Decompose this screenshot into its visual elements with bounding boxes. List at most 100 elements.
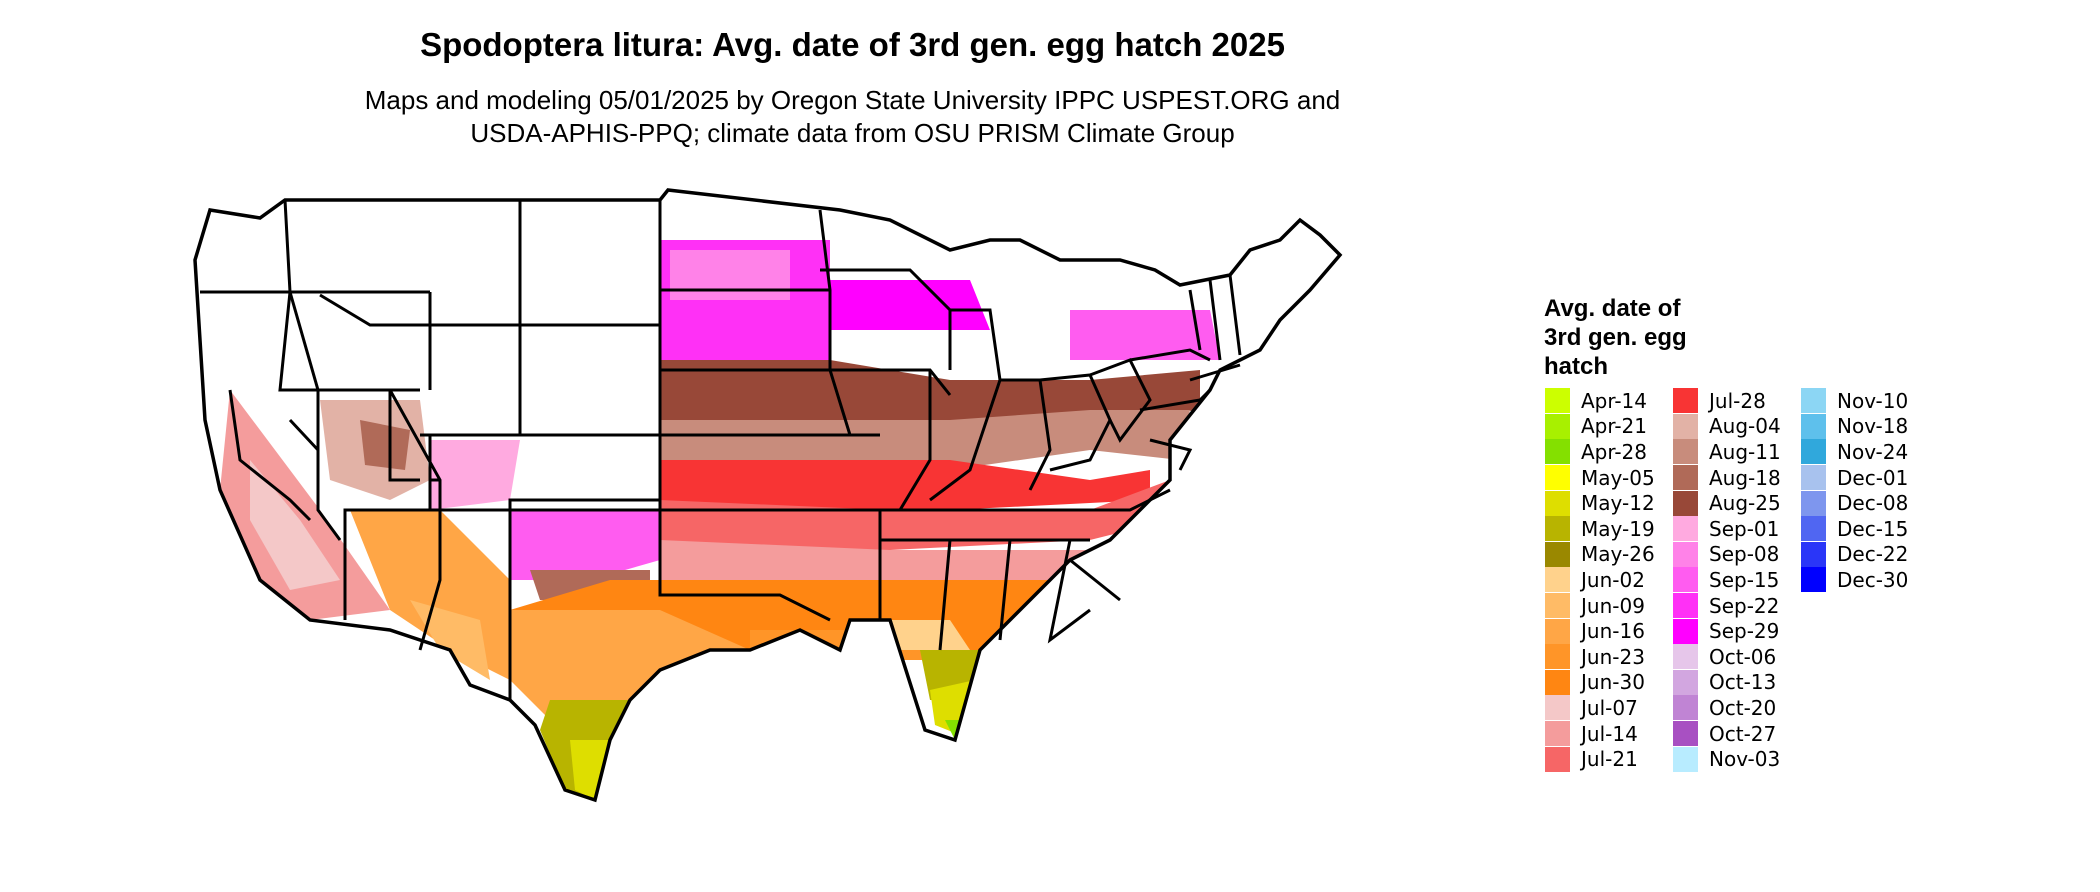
- utah-zone: [430, 440, 520, 510]
- subtitle-line: USDA-APHIS-PPQ; climate data from OSU PR…: [470, 118, 1235, 148]
- legend-swatch: [1673, 465, 1698, 491]
- legend-label: Dec-15: [1837, 516, 1909, 541]
- legend-label: Jul-07: [1581, 695, 1638, 720]
- legend-label: Nov-24: [1837, 439, 1909, 464]
- legend-swatch: [1673, 388, 1698, 414]
- legend-label: Jun-30: [1581, 670, 1645, 695]
- legend-label: Jun-09: [1581, 593, 1645, 618]
- legend-label: Sep-29: [1709, 619, 1780, 644]
- legend-label: Nov-10: [1837, 388, 1909, 413]
- legend-swatch: [1673, 541, 1698, 567]
- california-zone: [220, 390, 390, 620]
- legend-label: Jul-14: [1581, 721, 1638, 746]
- legend-item: Nov-10: [1801, 388, 1908, 414]
- legend-label: Oct-06: [1709, 644, 1777, 669]
- legend-item: Apr-21: [1545, 413, 1655, 440]
- central-zone: [660, 460, 1150, 510]
- legend-swatch: [1545, 541, 1570, 567]
- legend-item: Jul-28: [1673, 388, 1781, 414]
- legend-swatch: [1673, 644, 1698, 670]
- legend-item: May-05: [1545, 465, 1655, 491]
- legend-label: Nov-18: [1837, 414, 1909, 439]
- legend-label: Oct-13: [1709, 670, 1777, 695]
- legend-swatch: [1545, 567, 1570, 593]
- legend-item: Oct-13: [1673, 669, 1781, 696]
- legend-item: May-26: [1545, 541, 1655, 568]
- legend-item: Dec-08: [1801, 490, 1908, 516]
- legend-item: Jun-16: [1545, 618, 1655, 644]
- legend-item: Dec-30: [1801, 567, 1908, 593]
- legend-item: Aug-25: [1673, 490, 1781, 516]
- legend-swatch: [1673, 669, 1698, 695]
- legend-item: Sep-29: [1673, 618, 1781, 644]
- legend-item: Jul-14: [1545, 721, 1655, 747]
- map-title: Spodoptera litura: Avg. date of 3rd gen.…: [420, 26, 1285, 63]
- legend-swatch: [1545, 695, 1570, 721]
- legend-column: Nov-10 Nov-18 Nov-24 Dec-01 Dec-08 Dec-15 Dec-…: [1801, 388, 1908, 593]
- nevada-zone: [360, 420, 410, 470]
- state-boundaries: [200, 199, 1242, 700]
- legend-label: Sep-08: [1709, 542, 1780, 567]
- legend-label: Dec-08: [1837, 491, 1909, 516]
- legend-label: Apr-14: [1581, 388, 1647, 413]
- legend-swatch: [1801, 567, 1826, 593]
- legend-item: Jul-07: [1545, 695, 1655, 721]
- legend-item: Sep-15: [1673, 567, 1781, 593]
- legend-swatch: [1545, 593, 1570, 619]
- legend-title-line: 3rd gen. egg: [1544, 324, 1687, 351]
- legend-label: May-05: [1581, 465, 1655, 490]
- upper-midwest-zone: [830, 280, 990, 330]
- legend-item: Nov-03: [1673, 746, 1781, 772]
- legend-swatch: [1801, 516, 1826, 542]
- northern-plains-zone: [670, 250, 790, 300]
- legend-swatch: [1545, 669, 1570, 695]
- legend-item: Nov-18: [1801, 413, 1909, 440]
- legend-swatch: [1673, 490, 1698, 516]
- legend-swatch: [1545, 490, 1570, 516]
- legend-item: Sep-22: [1673, 593, 1781, 619]
- california-zone: [250, 460, 340, 590]
- legend-item: Sep-08: [1673, 541, 1781, 568]
- legend-item: Jun-09: [1545, 593, 1655, 619]
- legend-swatch: [1545, 644, 1570, 670]
- legend-swatch: [1673, 439, 1698, 465]
- legend-label: Aug-18: [1709, 465, 1781, 490]
- legend-swatch: [1673, 695, 1698, 721]
- central-zone: [660, 410, 1190, 470]
- us-map: [193, 188, 1343, 803]
- legend-item: Aug-04: [1673, 413, 1781, 440]
- legend-title-line: hatch: [1544, 353, 1609, 380]
- legend-item: Oct-20: [1673, 695, 1781, 721]
- legend-item: Sep-01: [1673, 516, 1781, 542]
- legend-label: Jun-23: [1581, 644, 1645, 669]
- us-outline: [193, 188, 1343, 803]
- legend-title: Avg. date of 3rd gen. egg hatch: [1544, 294, 1744, 381]
- gulf-zone: [850, 620, 970, 650]
- legend-item: Apr-14: [1545, 388, 1655, 414]
- legend-swatch: [1545, 516, 1570, 542]
- legend-item: Jun-23: [1545, 644, 1655, 670]
- legend-label: Apr-28: [1581, 439, 1647, 464]
- legend-item: May-19: [1545, 516, 1655, 542]
- subtitle-line: Maps and modeling 05/01/2025 by Oregon S…: [364, 85, 1341, 115]
- legend-label: Sep-15: [1709, 567, 1780, 592]
- south-texas-zone: [570, 740, 610, 800]
- legend-label: Dec-22: [1837, 542, 1909, 567]
- legend-item: Aug-11: [1673, 439, 1781, 465]
- legend-item: Dec-22: [1801, 541, 1909, 568]
- legend-swatch: [1801, 439, 1826, 465]
- legend-item: Nov-24: [1801, 439, 1908, 465]
- legend-item: May-12: [1545, 490, 1655, 516]
- legend-label: Apr-21: [1581, 414, 1647, 439]
- northeast-zone: [1070, 310, 1220, 360]
- legend-item: Jun-30: [1545, 669, 1655, 696]
- legend-item: Dec-01: [1801, 465, 1908, 491]
- legend-swatch: [1673, 721, 1698, 747]
- legend-label: Dec-30: [1837, 567, 1909, 592]
- legend-label: Dec-01: [1837, 465, 1909, 490]
- legend-label: Nov-03: [1709, 747, 1781, 772]
- legend-swatch: [1801, 388, 1826, 414]
- legend-label: Aug-04: [1709, 414, 1781, 439]
- legend-swatch: [1545, 465, 1570, 491]
- legend-swatch: [1545, 746, 1570, 772]
